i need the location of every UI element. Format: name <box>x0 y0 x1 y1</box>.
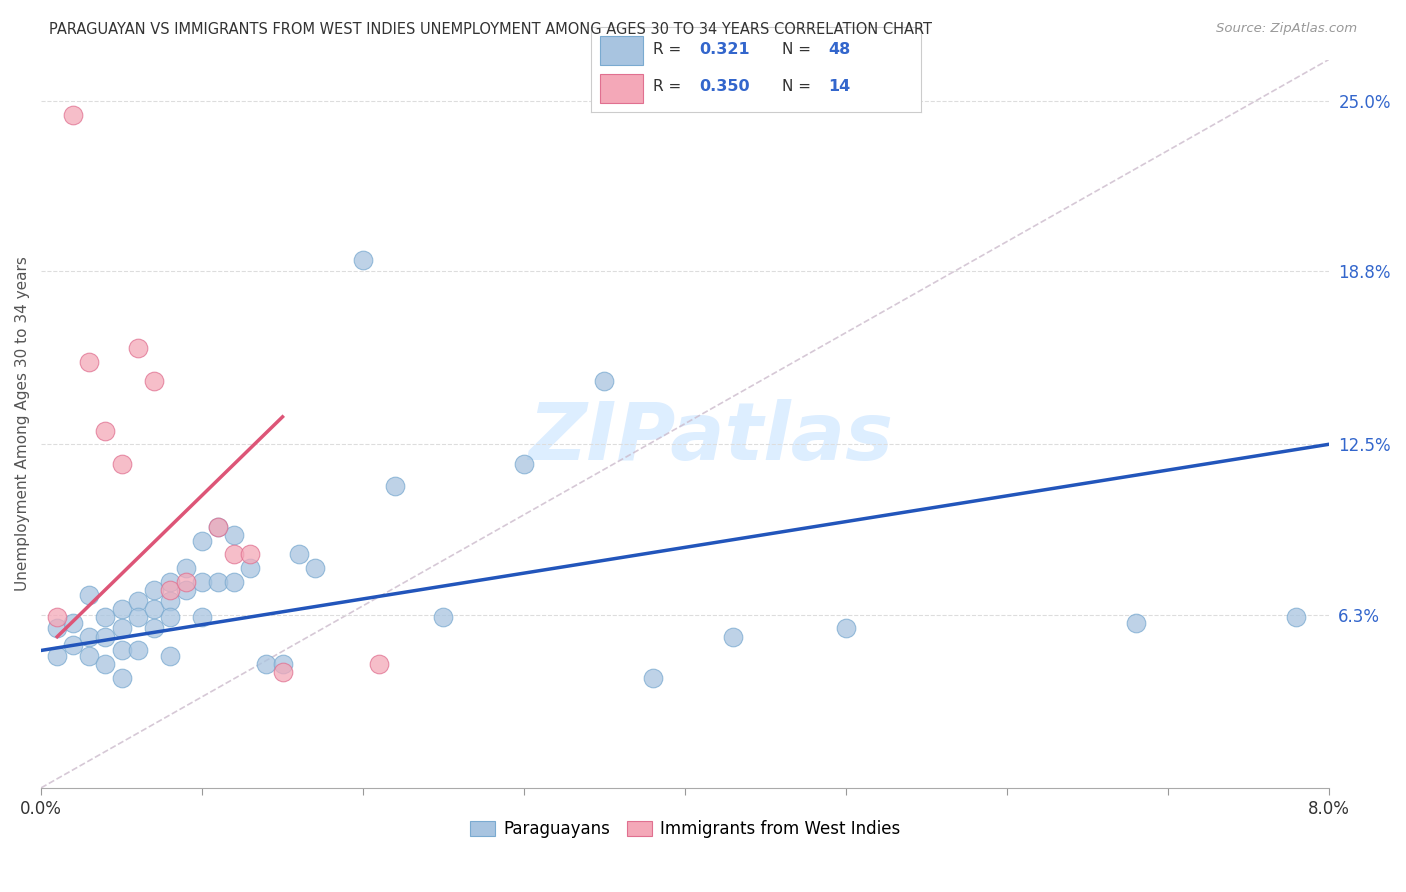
Text: N =: N = <box>782 42 815 57</box>
Point <box>224 528 246 542</box>
Point <box>94 424 117 438</box>
Point <box>62 638 84 652</box>
Point <box>239 547 262 561</box>
Point <box>110 622 132 636</box>
Text: Source: ZipAtlas.com: Source: ZipAtlas.com <box>1216 22 1357 36</box>
Point <box>79 355 101 369</box>
Text: PARAGUAYAN VS IMMIGRANTS FROM WEST INDIES UNEMPLOYMENT AMONG AGES 30 TO 34 YEARS: PARAGUAYAN VS IMMIGRANTS FROM WEST INDIE… <box>49 22 932 37</box>
Point <box>174 561 197 575</box>
Point <box>142 374 165 388</box>
Point <box>46 622 69 636</box>
Point <box>352 253 374 268</box>
Point <box>159 594 181 608</box>
Point <box>174 582 197 597</box>
Legend: Paraguayans, Immigrants from West Indies: Paraguayans, Immigrants from West Indies <box>463 814 907 845</box>
Point <box>513 457 536 471</box>
Point <box>191 533 214 548</box>
Text: 48: 48 <box>828 42 851 57</box>
Text: R =: R = <box>654 42 686 57</box>
Point <box>271 665 294 680</box>
Point <box>127 594 149 608</box>
Point <box>207 520 229 534</box>
Point <box>287 547 309 561</box>
Point <box>593 374 616 388</box>
Point <box>159 582 181 597</box>
Point <box>94 610 117 624</box>
Point <box>110 671 132 685</box>
Point <box>79 589 101 603</box>
Text: ZIPatlas: ZIPatlas <box>529 400 893 477</box>
FancyBboxPatch shape <box>600 36 644 65</box>
Text: R =: R = <box>654 79 686 94</box>
Point <box>1125 615 1147 630</box>
Point <box>46 648 69 663</box>
Point <box>94 657 117 672</box>
Point <box>224 574 246 589</box>
Point <box>127 341 149 355</box>
Point <box>721 630 744 644</box>
Point <box>127 643 149 657</box>
Point <box>142 582 165 597</box>
Text: N =: N = <box>782 79 815 94</box>
Point <box>191 574 214 589</box>
Point <box>368 657 391 672</box>
Point <box>127 610 149 624</box>
Point <box>1285 610 1308 624</box>
Point <box>142 622 165 636</box>
Point <box>79 630 101 644</box>
Point <box>110 457 132 471</box>
Point <box>62 107 84 121</box>
Point <box>224 547 246 561</box>
Point <box>159 610 181 624</box>
Text: 14: 14 <box>828 79 851 94</box>
Point <box>79 648 101 663</box>
Text: 0.350: 0.350 <box>700 79 751 94</box>
Point <box>254 657 277 672</box>
Point <box>46 610 69 624</box>
Point <box>384 478 406 492</box>
Point <box>207 574 229 589</box>
Point <box>174 574 197 589</box>
Point <box>835 622 858 636</box>
Point <box>110 602 132 616</box>
Point <box>62 615 84 630</box>
Point <box>432 610 454 624</box>
Point <box>159 648 181 663</box>
Point <box>191 610 214 624</box>
Point <box>159 574 181 589</box>
Point <box>239 561 262 575</box>
Point <box>142 602 165 616</box>
Point <box>271 657 294 672</box>
Text: 0.321: 0.321 <box>700 42 751 57</box>
Point <box>110 643 132 657</box>
Point <box>304 561 326 575</box>
FancyBboxPatch shape <box>600 74 644 103</box>
Point <box>94 630 117 644</box>
Point <box>207 520 229 534</box>
Point <box>641 671 664 685</box>
Y-axis label: Unemployment Among Ages 30 to 34 years: Unemployment Among Ages 30 to 34 years <box>15 256 30 591</box>
